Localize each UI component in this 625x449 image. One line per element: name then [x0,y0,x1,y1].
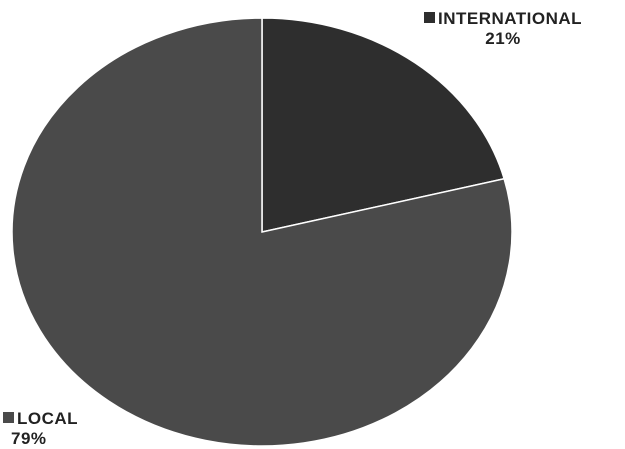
percent-label-local: 79% [11,429,47,448]
legend-international: INTERNATIONAL 21% [424,9,582,49]
legend-label-local: LOCAL [17,409,79,428]
pie-slice-international [261,17,506,233]
legend-swatch-international [424,12,435,23]
percent-label-international: 21% [485,29,521,48]
legend-label-international: INTERNATIONAL [438,9,583,28]
legend-swatch-local [3,412,14,423]
pie-slices [11,17,513,447]
legend-local: LOCAL 79% [3,409,78,449]
pie-slice-local [11,17,513,447]
